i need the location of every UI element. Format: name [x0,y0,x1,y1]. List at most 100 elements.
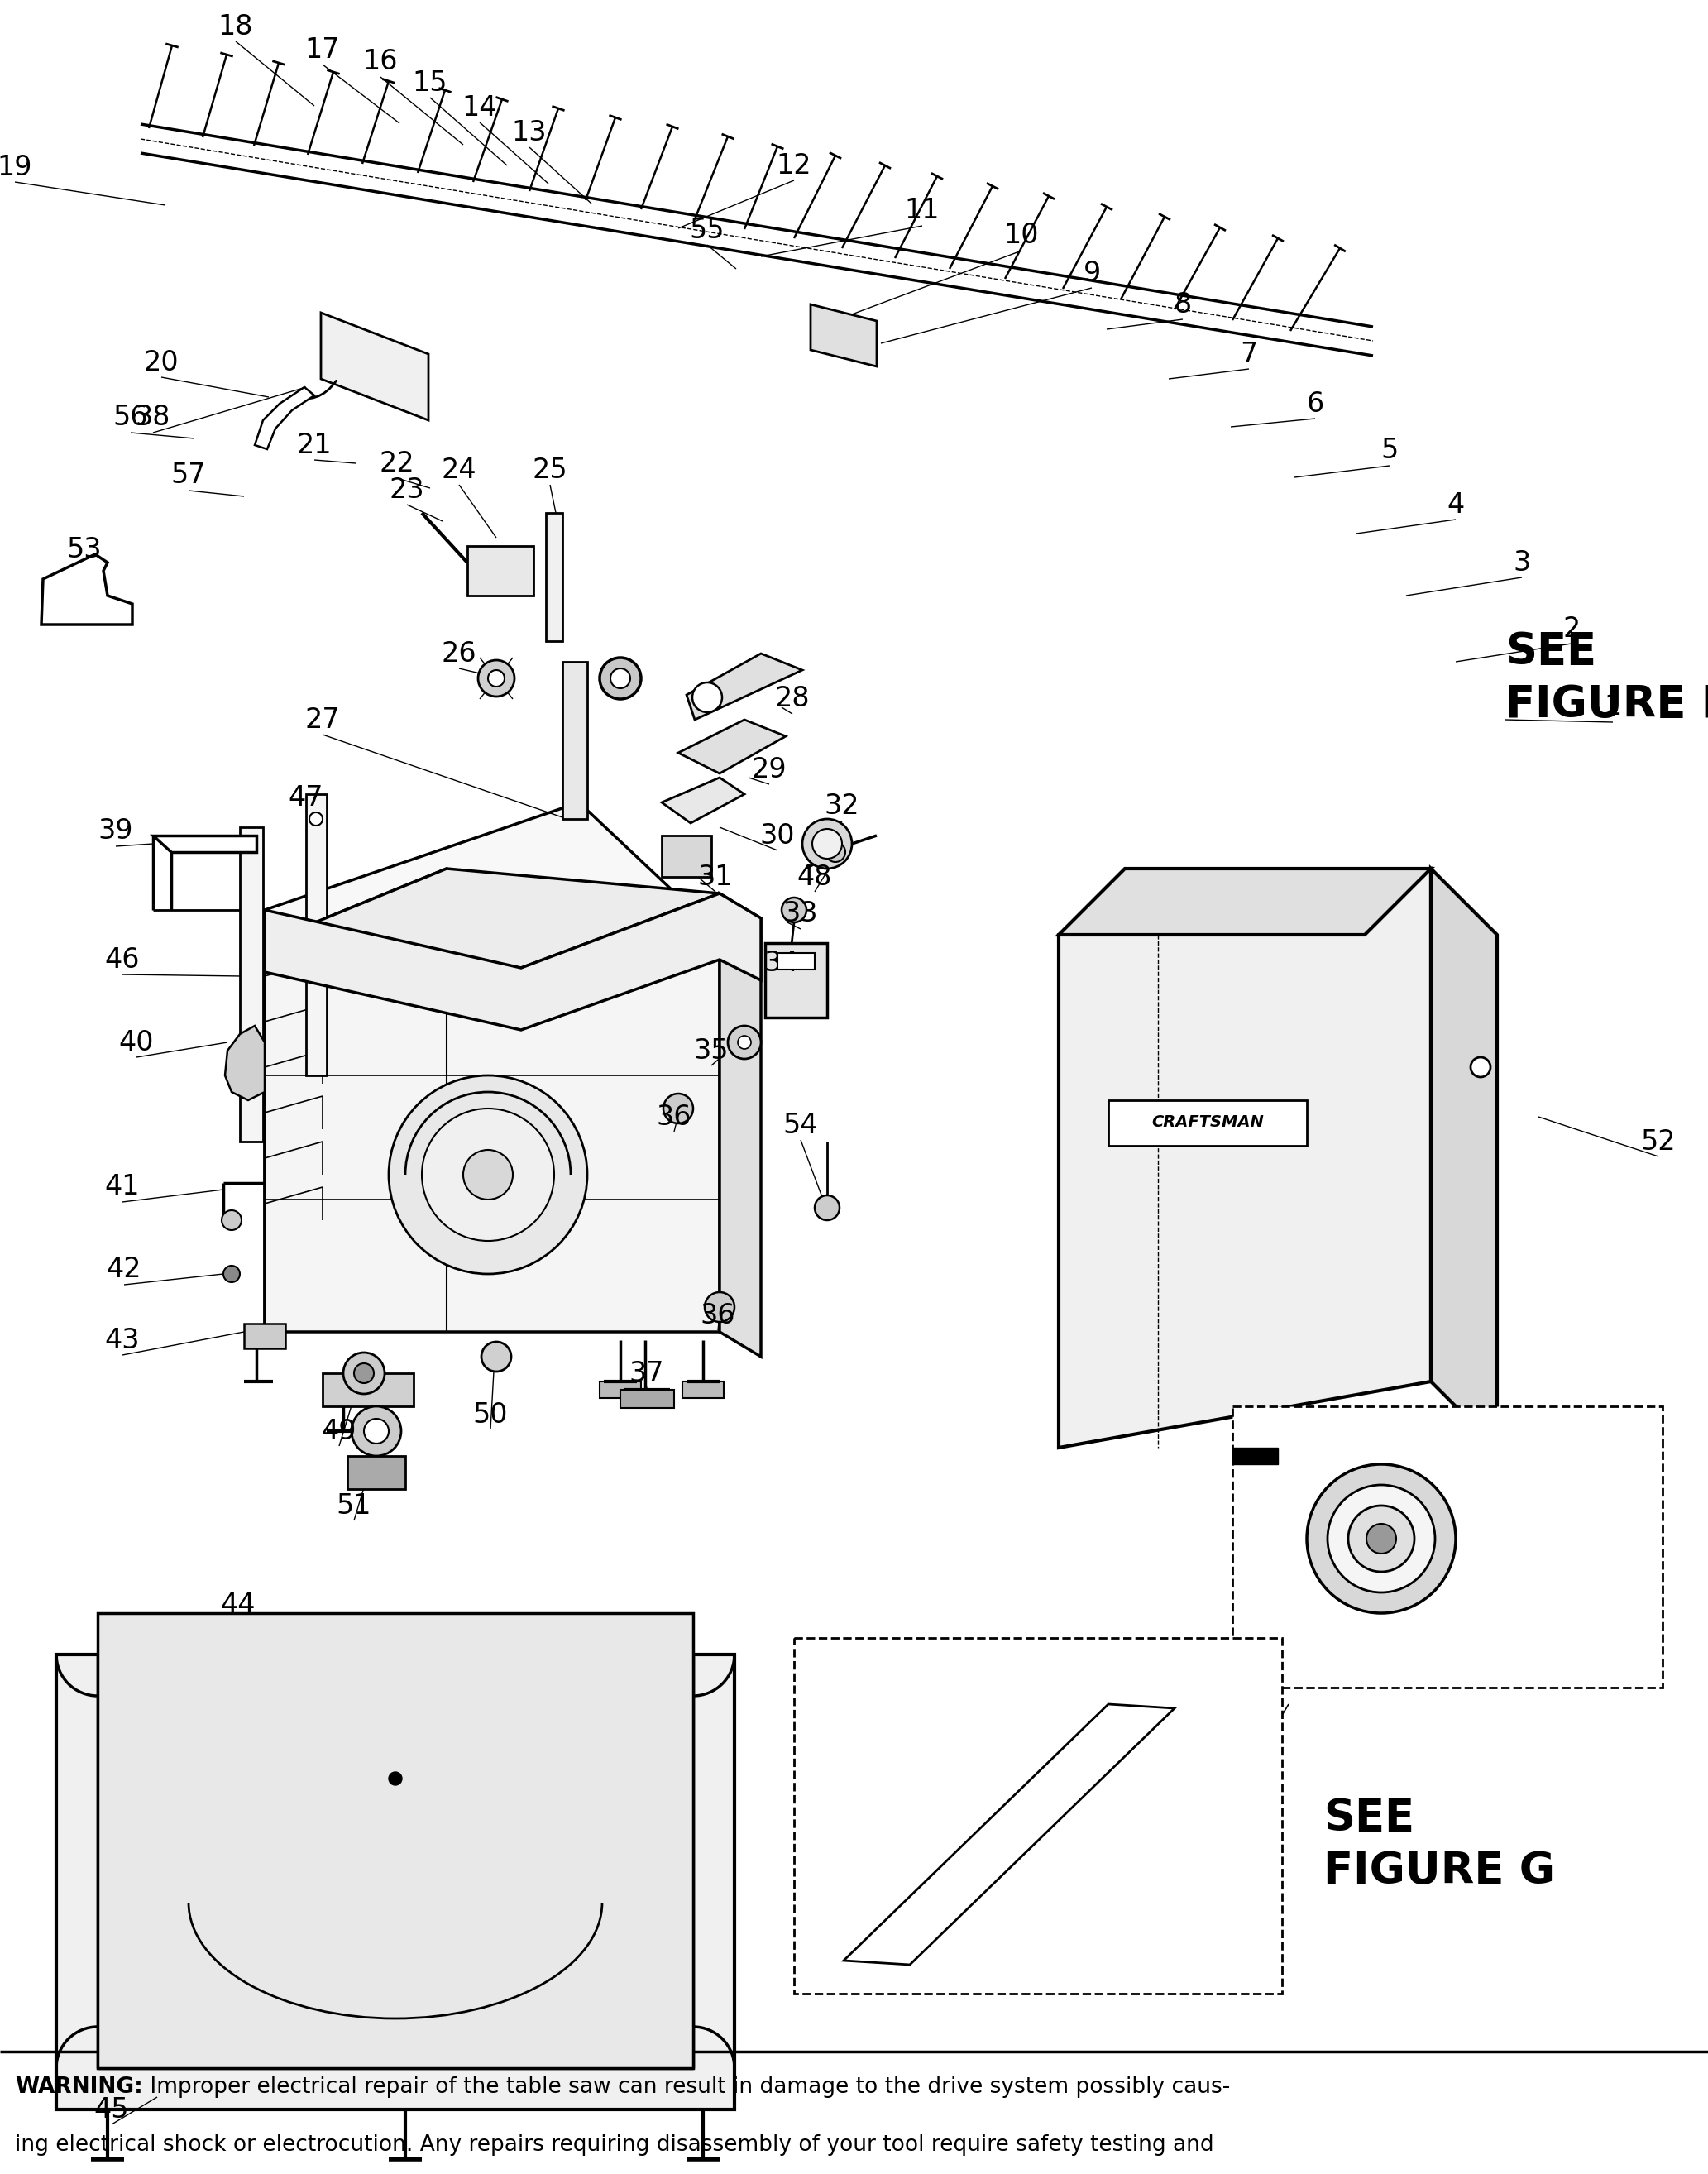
Text: 25: 25 [533,457,567,483]
Circle shape [389,1076,588,1274]
Circle shape [663,1094,693,1124]
Text: 6: 6 [1307,389,1324,417]
Text: 41: 41 [104,1174,140,1200]
Text: 26: 26 [441,639,477,667]
Circle shape [1327,1485,1435,1591]
Circle shape [705,1291,734,1322]
Text: 12: 12 [777,152,811,178]
Circle shape [1366,1524,1395,1554]
Text: 36: 36 [700,1302,736,1328]
Text: 1: 1 [1604,694,1621,722]
Text: 18: 18 [219,13,253,39]
Text: ing electrical shock or electrocution. Any repairs requiring disassembly of your: ing electrical shock or electrocution. A… [15,2135,1214,2157]
Circle shape [738,1035,752,1048]
Text: 49: 49 [321,1417,357,1446]
Text: 23: 23 [389,476,425,504]
Text: 31: 31 [699,863,733,891]
Circle shape [610,667,630,689]
Circle shape [488,670,504,687]
Polygon shape [347,1457,405,1489]
Bar [468,546,533,596]
Polygon shape [661,778,745,824]
Text: Improper electrical repair of the table saw can result in damage to the drive sy: Improper electrical repair of the table … [143,2076,1230,2098]
Polygon shape [1431,870,1498,1448]
Circle shape [728,1026,762,1059]
Circle shape [1307,1465,1455,1613]
Circle shape [422,1109,553,1241]
Text: 32: 32 [825,794,859,820]
Bar [1233,1448,1278,1465]
Text: 53: 53 [67,537,102,563]
Circle shape [803,820,852,870]
Text: 8: 8 [1173,291,1192,317]
Text: 14: 14 [463,93,497,122]
Polygon shape [811,304,876,367]
Text: 33: 33 [782,900,818,928]
Text: 27: 27 [306,707,340,733]
Text: 52: 52 [1641,1128,1676,1154]
Polygon shape [265,870,719,1333]
Text: 10: 10 [1004,222,1038,250]
Polygon shape [1059,870,1431,935]
Text: 3: 3 [1513,548,1530,576]
Text: 9: 9 [1083,259,1100,287]
Text: 56: 56 [113,404,149,430]
Circle shape [1348,1507,1414,1572]
Text: 28: 28 [775,685,810,713]
Circle shape [692,683,722,713]
Text: 4: 4 [1447,491,1464,517]
Text: SEE
FIGURE F: SEE FIGURE F [1505,630,1708,726]
Text: CRAFTSMAN: CRAFTSMAN [1151,1115,1264,1130]
Text: 54: 54 [782,1111,818,1139]
Polygon shape [225,1026,265,1100]
Polygon shape [56,1654,734,2109]
Bar [306,794,326,1076]
Polygon shape [265,870,719,967]
Text: 50: 50 [473,1400,507,1428]
Text: 30: 30 [760,822,794,850]
Text: 45: 45 [94,2096,130,2124]
Text: 55: 55 [690,217,724,243]
Text: WARNING:: WARNING: [15,2076,143,2098]
Circle shape [463,1150,512,1200]
Text: 11: 11 [905,198,939,224]
Text: 36: 36 [656,1102,692,1130]
Polygon shape [254,387,314,450]
Bar [547,513,562,641]
Circle shape [224,1265,239,1283]
Text: 29: 29 [752,757,787,783]
Circle shape [352,1407,401,1457]
Text: 40: 40 [120,1028,154,1057]
Polygon shape [678,720,786,774]
Polygon shape [265,802,719,1324]
Circle shape [389,1772,401,1785]
Text: 57: 57 [171,463,207,489]
Polygon shape [321,313,429,420]
Circle shape [482,1341,511,1372]
Text: 37: 37 [629,1359,664,1387]
Circle shape [309,813,323,826]
Bar [794,1637,1283,1994]
Bar [683,1380,724,1398]
Text: 35: 35 [693,1037,729,1065]
Text: 17: 17 [306,37,340,63]
Text: 38: 38 [135,404,171,430]
Circle shape [222,1211,241,1230]
Bar [1108,1100,1307,1146]
Text: 34: 34 [763,950,799,978]
Text: 48: 48 [798,863,832,891]
Text: 19: 19 [0,154,32,180]
Text: 15: 15 [413,70,447,96]
Circle shape [354,1363,374,1383]
Bar [765,944,827,1017]
Text: 46: 46 [104,946,140,974]
Bar [777,952,815,970]
Polygon shape [154,835,256,852]
Polygon shape [719,894,762,1357]
Text: 20: 20 [143,348,179,376]
Text: 51: 51 [336,1491,372,1520]
Circle shape [815,1196,840,1220]
Text: 43: 43 [104,1326,140,1354]
Bar [1233,1407,1662,1687]
Polygon shape [41,554,132,624]
